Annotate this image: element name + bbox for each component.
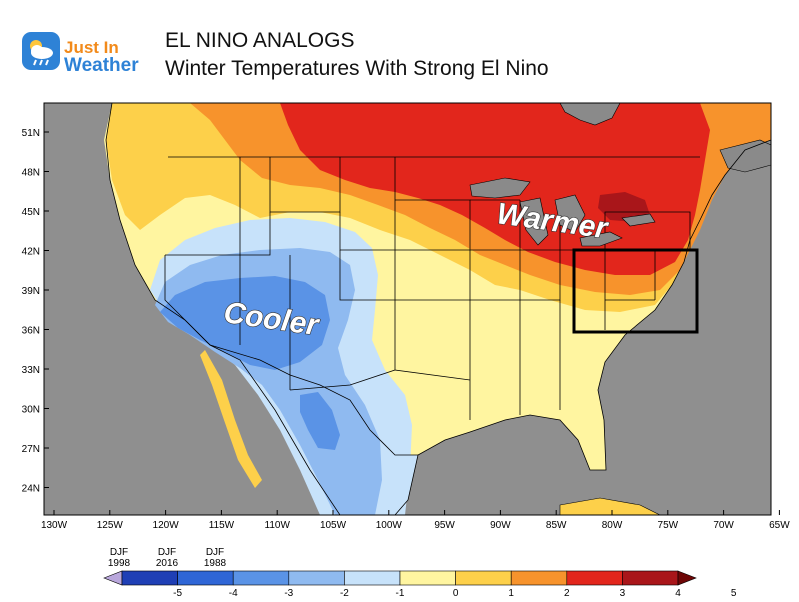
logo-line-2: Weather (64, 55, 139, 76)
longitude-label: 65W (769, 520, 790, 531)
coastline (105, 103, 771, 515)
weather-cloud-icon (22, 32, 60, 70)
latitude-label: 48N (22, 168, 40, 179)
colorbar-tick-label: -4 (229, 588, 238, 599)
colorbar-tick-label: 2 (564, 588, 570, 599)
longitude-label: 105W (320, 520, 347, 531)
latitude-axis: 51N 48N 45N 42N 39N 36N 33N 30N 27N 24N (22, 128, 49, 495)
map-panel: Warmer Cooler (44, 103, 771, 515)
longitude-axis: 130W 125W 120W 115W 110W 105W 100W 95W 90W 85W 80W… (41, 510, 790, 531)
analog-year-label: 1998 (108, 558, 131, 569)
latitude-label: 33N (22, 365, 40, 376)
colorbar-swatch (288, 570, 345, 586)
colorbar-tick-label: 4 (675, 588, 681, 599)
colorbar-swatch (510, 570, 568, 586)
baja-land (200, 350, 262, 488)
temperature-colorbar: -5 -4 -3 -2 -1 0 1 2 3 4 5 (103, 570, 737, 599)
longitude-label: 130W (41, 520, 68, 531)
just-in-weather-logo: Just In Weather (22, 32, 152, 80)
logo-text: Just In Weather (64, 38, 139, 76)
colorbar-swatch (177, 570, 234, 586)
colorbar-swatch (455, 570, 512, 586)
map-subtitle: Winter Temperatures With Strong El Nino (165, 57, 549, 80)
longitude-label: 120W (153, 520, 180, 531)
latitude-label: 39N (22, 286, 40, 297)
latitude-label: 24N (22, 484, 40, 495)
logo-line-1: Just In (64, 38, 119, 57)
colorbar-arrow-high (677, 570, 697, 586)
longitude-label: 115W (209, 520, 235, 531)
colorbar-tick-label: 3 (620, 588, 626, 599)
anomaly-zone-neg2-neg3-south (300, 392, 340, 450)
longitude-label: 95W (434, 520, 455, 531)
anomaly-zone-4-5 (598, 192, 650, 222)
latitude-label: 45N (22, 207, 40, 218)
colorbar-tick-label: 1 (508, 588, 514, 599)
colorbar-tick-label: -2 (340, 588, 349, 599)
colorbar-swatch (121, 570, 178, 586)
colorbar-swatch (344, 570, 401, 586)
longitude-label: 80W (602, 520, 623, 531)
map-frame (43, 102, 772, 516)
longitude-label: 75W (658, 520, 679, 531)
analog-season-label: DJF (206, 547, 224, 558)
latitude-label: 36N (22, 326, 40, 337)
longitude-label: 90W (490, 520, 511, 531)
colorbar-tick-label: -5 (173, 588, 182, 599)
analog-season-label: DJF (110, 547, 128, 558)
longitude-label: 110W (265, 520, 291, 531)
cuba-island (559, 497, 661, 515)
map-title: EL NINO ANALOGS (165, 29, 355, 52)
colorbar-swatch (232, 570, 290, 586)
hudson-bay (559, 103, 621, 126)
latitude-label: 27N (22, 444, 40, 455)
analog-season-label: DJF (158, 547, 176, 558)
colorbar-swatch (566, 570, 623, 586)
great-lakes (469, 177, 656, 247)
latitude-label: 51N (22, 128, 40, 139)
colorbar-tick-label: -1 (396, 588, 405, 599)
longitude-label: 125W (97, 520, 124, 531)
colorbar-arrow-low (103, 570, 123, 586)
longitude-label: 70W (713, 520, 734, 531)
colorbar-tick-label: -3 (284, 588, 293, 599)
gulf-st-lawrence (719, 139, 771, 173)
latitude-label: 42N (22, 247, 40, 258)
longitude-label: 85W (546, 520, 567, 531)
analog-year-label: 2016 (156, 558, 179, 569)
highlight-box-east-coast (572, 248, 699, 334)
longitude-label: 100W (376, 520, 403, 531)
colorbar-tick-label: 0 (453, 588, 459, 599)
analog-year-label: 1988 (204, 558, 227, 569)
anomaly-zone-neg2-neg3 (160, 276, 330, 370)
colorbar-swatch (622, 570, 679, 586)
colorbar-tick-label: 5 (731, 588, 737, 599)
colorbar-swatch (399, 570, 456, 586)
latitude-label: 30N (22, 405, 40, 416)
